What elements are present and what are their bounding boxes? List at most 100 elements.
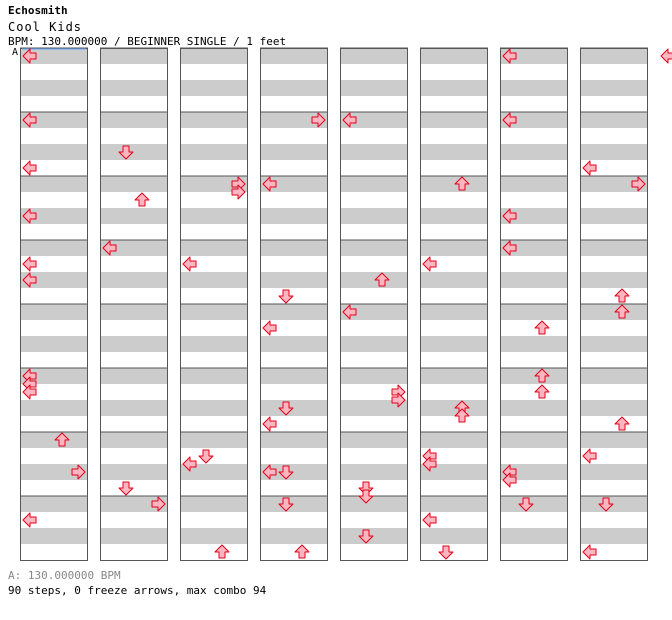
beat-stripe xyxy=(260,176,328,192)
beat-stripe xyxy=(580,480,648,496)
beat-stripe xyxy=(180,192,248,208)
beat-stripe xyxy=(500,320,568,336)
beat-stripe xyxy=(580,80,648,96)
beat-stripe xyxy=(180,464,248,480)
beat-stripe xyxy=(100,144,168,160)
beat-stripe xyxy=(580,240,648,256)
beat-stripe xyxy=(420,240,488,256)
left-arrow-icon xyxy=(422,512,437,528)
beat-stripe xyxy=(20,512,88,528)
beat-stripe xyxy=(180,432,248,448)
beat-stripe xyxy=(180,448,248,464)
column-border xyxy=(100,48,168,561)
beat-stripe xyxy=(500,400,568,416)
beat-stripe xyxy=(260,464,328,480)
beat-stripe xyxy=(500,336,568,352)
beat-stripe xyxy=(580,496,648,512)
beat-stripe xyxy=(420,464,488,480)
left-arrow-icon xyxy=(22,48,37,64)
beat-stripe xyxy=(180,240,248,256)
beat-stripe xyxy=(260,528,328,544)
beat-stripe xyxy=(20,192,88,208)
beat-stripe xyxy=(260,208,328,224)
beat-stripe xyxy=(20,224,88,240)
left-arrow-icon xyxy=(182,256,197,272)
beat-stripe xyxy=(420,64,488,80)
beat-stripe xyxy=(260,160,328,176)
beat-stripe xyxy=(580,208,648,224)
left-arrow-icon xyxy=(502,472,517,488)
up-arrow-icon xyxy=(534,320,550,335)
column-border xyxy=(180,48,248,561)
beat-stripe xyxy=(580,272,648,288)
left-arrow-icon xyxy=(22,272,37,288)
beat-stripe xyxy=(420,544,488,560)
beat-stripe xyxy=(340,464,408,480)
beat-stripe xyxy=(20,208,88,224)
beat-stripe xyxy=(340,112,408,128)
beat-stripe xyxy=(180,208,248,224)
beat-stripe xyxy=(500,224,568,240)
beat-stripe xyxy=(580,368,648,384)
beat-stripe xyxy=(420,320,488,336)
beat-stripe xyxy=(340,64,408,80)
beat-stripe xyxy=(580,256,648,272)
beat-stripe xyxy=(500,288,568,304)
beat-stripe xyxy=(180,176,248,192)
column-border xyxy=(500,48,568,561)
beat-stripe xyxy=(580,160,648,176)
left-arrow-icon xyxy=(422,256,437,272)
beat-stripe xyxy=(340,496,408,512)
beat-stripe xyxy=(100,176,168,192)
up-arrow-icon xyxy=(454,176,470,191)
beat-stripe xyxy=(340,240,408,256)
beat-stripe xyxy=(340,448,408,464)
beat-stripe xyxy=(420,208,488,224)
beat-stripe xyxy=(500,128,568,144)
beat-stripe xyxy=(180,496,248,512)
beat-stripe xyxy=(340,96,408,112)
chart-info: BPM: 130.000000 / BEGINNER SINGLE / 1 fe… xyxy=(8,35,287,48)
beat-stripe xyxy=(20,416,88,432)
beat-stripe xyxy=(500,416,568,432)
beat-stripe xyxy=(20,448,88,464)
beat-stripe xyxy=(260,416,328,432)
beat-stripe xyxy=(20,176,88,192)
beat-stripe xyxy=(580,544,648,560)
beat-stripe xyxy=(180,304,248,320)
beat-stripe xyxy=(340,128,408,144)
beat-stripe xyxy=(500,448,568,464)
beat-stripe xyxy=(20,368,88,384)
left-arrow-icon xyxy=(502,240,517,256)
beat-stripe xyxy=(420,256,488,272)
beat-stripe xyxy=(580,304,648,320)
beat-stripe xyxy=(260,288,328,304)
beat-stripe xyxy=(500,48,568,64)
left-arrow-icon xyxy=(262,416,277,432)
beat-stripe xyxy=(500,144,568,160)
beat-stripe xyxy=(100,320,168,336)
beat-stripe xyxy=(20,384,88,400)
beat-stripe xyxy=(260,224,328,240)
beat-stripe xyxy=(500,96,568,112)
column-border xyxy=(580,48,648,561)
beat-stripe xyxy=(20,64,88,80)
chart-column-6 xyxy=(420,47,488,561)
beat-stripe xyxy=(180,256,248,272)
beat-stripe xyxy=(20,256,88,272)
beat-stripe xyxy=(420,448,488,464)
up-arrow-icon xyxy=(374,272,390,287)
beat-stripe xyxy=(260,272,328,288)
beat-stripe xyxy=(580,192,648,208)
beat-stripe xyxy=(100,544,168,560)
beat-stripe xyxy=(260,480,328,496)
left-arrow-icon xyxy=(22,256,37,272)
beat-stripe xyxy=(340,368,408,384)
beat-stripe xyxy=(260,544,328,560)
beat-stripe xyxy=(580,448,648,464)
beat-stripe xyxy=(100,240,168,256)
beat-stripe xyxy=(100,192,168,208)
beat-stripe xyxy=(500,240,568,256)
up-arrow-icon xyxy=(54,432,70,447)
